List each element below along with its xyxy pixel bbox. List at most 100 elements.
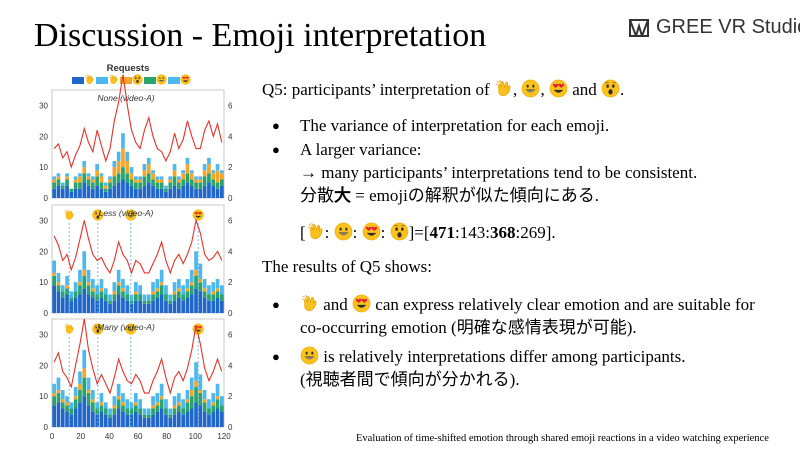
average-line <box>53 218 223 275</box>
bar-segment <box>99 291 104 298</box>
bar-segment <box>164 188 168 192</box>
y-tick-right: 2 <box>228 163 233 172</box>
bar-segment <box>56 377 61 390</box>
bar-segment <box>155 182 160 189</box>
bar-segment <box>155 402 160 406</box>
bar-segment <box>125 182 130 198</box>
bar-segment <box>129 294 134 301</box>
bar-segment <box>168 294 173 301</box>
bar-segment <box>151 185 155 198</box>
bar-segment <box>215 170 220 183</box>
bar-segment <box>146 303 151 313</box>
panel-label: Less (video-A) <box>99 208 154 218</box>
bar-segment <box>202 288 207 292</box>
bar-segment <box>159 176 164 180</box>
bar-segment <box>116 408 121 427</box>
y-tick-right: 4 <box>228 361 233 370</box>
bar-segment <box>56 173 61 177</box>
legend-swatch <box>72 77 84 84</box>
bar-segment <box>108 182 112 189</box>
bar-segment <box>177 182 181 189</box>
bar-segment <box>103 294 108 301</box>
bar-segment <box>151 179 155 186</box>
bar-segment <box>108 176 112 180</box>
y-tick-right: 0 <box>228 194 233 203</box>
bar-segment <box>220 170 224 174</box>
bar-segment <box>112 185 117 198</box>
bar-segment <box>202 170 207 177</box>
bar-segment <box>69 188 74 192</box>
bar-segment <box>78 294 82 313</box>
bar-segment <box>177 291 181 298</box>
bar-segment <box>121 133 125 149</box>
bar-segment <box>112 414 117 427</box>
bar-segment <box>73 297 78 313</box>
bar-segment <box>108 303 112 313</box>
legend-swatch <box>168 77 180 84</box>
bar-segment <box>181 173 185 180</box>
bar-segment <box>86 294 91 313</box>
panel-label: None (video-A) <box>97 93 154 103</box>
bar-segment <box>60 399 65 403</box>
bar-segment <box>177 188 181 198</box>
bar-segment <box>198 393 203 406</box>
bar-segment <box>78 383 82 390</box>
bar-segment <box>125 399 130 409</box>
bar-segment <box>69 291 74 298</box>
heart-eyes-face-icon <box>362 222 381 241</box>
bar-segment <box>215 164 220 171</box>
bar-segment <box>69 408 74 415</box>
bar-segment <box>112 300 117 313</box>
bar-segment <box>189 389 194 397</box>
bar-segment <box>82 368 87 378</box>
bar-segment <box>78 371 82 384</box>
bar-segment <box>151 282 155 292</box>
bar-segment <box>198 282 203 292</box>
results-heading: The results of Q5 shows: <box>262 257 432 276</box>
bar-segment <box>189 269 194 283</box>
bar-segment <box>129 402 134 409</box>
bar-segment <box>60 185 65 189</box>
bar-segment <box>207 300 211 313</box>
bar-segment <box>86 176 91 180</box>
bar-segment <box>198 389 203 394</box>
bar-segment <box>142 408 147 415</box>
bar-segment <box>116 182 121 198</box>
bar-segment <box>168 176 173 180</box>
bar-segment <box>112 396 117 406</box>
bar-segment <box>172 300 177 313</box>
bar-segment <box>125 160 130 174</box>
bar-segment <box>78 389 82 403</box>
bar-segment <box>95 185 99 198</box>
bar-segment <box>146 173 151 183</box>
bar-segment <box>164 285 168 295</box>
bar-segment <box>146 182 151 198</box>
bar-segment <box>155 279 160 289</box>
x-tick: 20 <box>76 432 85 441</box>
average-line <box>53 74 223 169</box>
bar-segment <box>202 297 207 313</box>
bar-segment <box>91 188 95 198</box>
bar-segment <box>78 269 82 283</box>
bar-segment <box>185 173 190 183</box>
bar-segment <box>103 188 108 192</box>
bar-segment <box>116 269 121 283</box>
bar-segment <box>138 300 142 313</box>
bar-segment <box>52 285 56 313</box>
bar-segment <box>172 164 177 171</box>
bar-segment <box>121 411 125 427</box>
footer-citation: Evaluation of time-shifted emotion throu… <box>356 433 769 444</box>
bar-segment <box>207 414 211 427</box>
bar-segment <box>189 377 194 390</box>
bar-segment <box>198 176 203 180</box>
bar-segment <box>82 160 87 168</box>
bar-segment <box>172 405 177 409</box>
bar-segment <box>99 297 104 313</box>
bar-segment <box>116 151 121 161</box>
x-tick: 100 <box>189 432 203 441</box>
bar-segment <box>52 176 56 180</box>
bar-segment <box>99 279 104 289</box>
bar-segment <box>52 272 56 276</box>
bar-segment <box>142 170 147 177</box>
y-tick-left: 20 <box>39 132 48 141</box>
